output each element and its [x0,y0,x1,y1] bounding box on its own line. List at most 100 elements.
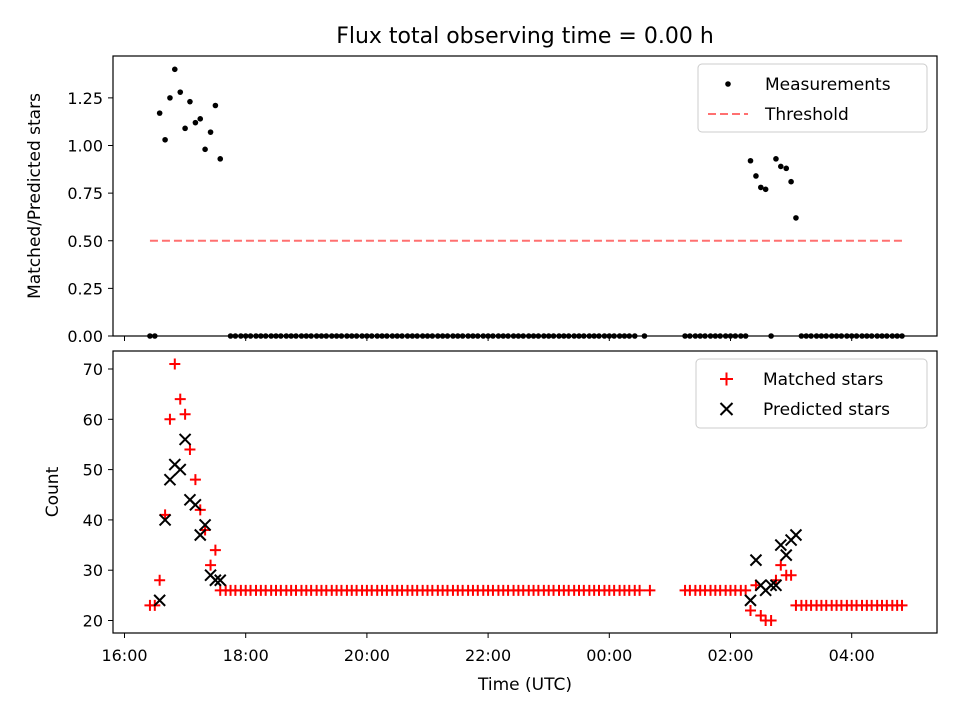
legend-marker-matched [720,372,733,386]
predicted-star-point [780,548,793,562]
measurement-point [217,156,224,162]
measurement-point [192,119,199,126]
predicted-star-point [749,553,763,567]
bottom-x-axis-label: Time (UTC) [477,675,572,695]
matched-star-point [740,584,752,596]
matched-star-point [744,604,756,616]
predicted-star-point [198,518,212,532]
bottom-y-tick-label: 40 [83,511,103,530]
measurement-point [207,129,214,135]
predicted-star-point [789,528,803,542]
predicted-star-point [178,433,192,446]
matched-star-point [634,584,646,596]
matched-star-point [209,544,221,556]
matched-star-point [755,609,767,621]
matched-star-point [164,413,176,425]
measurement-point [777,163,784,170]
measurement-point [758,184,764,191]
top-y-tick-label: 0.75 [67,184,103,203]
top-y-ticks: 0.00 0.25 0.50 0.75 1.00 1.25 [67,89,113,346]
top-axes-frame [112,55,938,337]
bottom-y-tick-label: 70 [83,360,103,379]
predicted-star-point [209,574,222,587]
bottom-x-tick-label: 16:00 [101,646,147,665]
matched-star-point [154,574,166,586]
measurement-point [753,173,759,179]
top-y-tick-label: 0.00 [67,327,103,346]
bottom-x-tick-label: 02:00 [707,646,753,665]
bottom-y-tick-label: 50 [83,461,103,480]
top-y-tick-label: 1.00 [67,137,103,156]
top-y-tick-label: 0.50 [67,232,103,251]
matched-star-point [184,443,196,455]
measurement-point [212,102,219,109]
top-y-tick-label: 1.25 [67,89,103,108]
bottom-x-ticks: 16:00 18:00 20:00 22:00 00:00 02:00 04:00 [101,633,875,665]
top-x-ticks [124,336,853,341]
matched-star-point [179,408,191,420]
measurement-point [793,215,799,221]
legend-marker-measurements [725,81,731,87]
legend-marker-predicted [719,402,734,416]
top-legend-box [697,63,928,133]
bottom-y-tick-label: 30 [83,561,103,580]
bottom-y-axis-label: Count [43,466,63,517]
top-panel: 0.00 0.25 0.50 0.75 1.00 1.25 Matched/Predict… [25,55,938,346]
measurement-point [171,66,178,73]
measurement-point [762,186,769,193]
measurement-point [783,165,790,172]
measurement-point [788,178,794,185]
bottom-axes-frame [112,350,938,634]
chart-title: Flux total observing time = 0.00 h [336,24,714,49]
top-y-tick-label: 0.25 [67,279,103,298]
predicted-star-point [744,594,757,607]
top-y-axis-label: Matched/Predicted stars [25,93,45,299]
matched-star-point [189,474,201,486]
measurement-point [162,136,168,143]
bottom-panel: 20 30 40 50 60 70 16:00 18:00 20:00 22:00 00:00 02… [43,350,938,695]
bottom-y-tick-label: 20 [83,612,103,631]
measurement-point [182,125,188,132]
bottom-y-tick-label: 60 [83,410,103,429]
predicted-star-point [174,463,187,476]
legend-label-predicted: Predicted stars [763,400,890,420]
legend-label-threshold: Threshold [764,105,849,125]
measurement-point [197,116,204,122]
bottom-x-tick-label: 18:00 [223,646,269,665]
matched-star-point [785,569,797,581]
measurement-point [773,156,779,162]
matched-star-point [174,393,186,405]
bottom-x-tick-label: 00:00 [586,646,632,665]
predicted-star-point [214,574,227,587]
predicted-star-point [194,528,207,542]
bottom-legend-box [695,358,928,429]
matched-star-point [169,358,181,370]
predicted-star-point [774,538,788,552]
bottom-legend: Matched stars Predicted stars [695,358,928,429]
measurement-point [177,89,184,95]
predicted-star-point [189,498,202,512]
matched-star-point [896,599,908,611]
legend-label-matched: Matched stars [763,370,883,390]
matched-star-point [775,559,787,571]
bottom-x-tick-label: 04:00 [829,646,875,665]
measurement-point [202,146,208,153]
legend-label-measurements: Measurements [765,75,891,95]
bottom-y-ticks: 20 30 40 50 60 70 [83,360,113,631]
bottom-x-tick-label: 20:00 [344,646,390,665]
predicted-star-point [163,473,177,486]
measurement-point [156,110,163,116]
matched-star-point [765,615,777,626]
predicted-star-point [153,594,166,607]
measurement-point [187,98,193,105]
matched-star-point [205,559,217,571]
predicted-star-point [769,579,783,592]
measurement-point [167,95,173,101]
bottom-x-tick-label: 22:00 [465,646,511,665]
predicted-star-point [158,513,172,527]
bottom-plot-area [144,358,908,626]
top-legend: Measurements Threshold [697,63,928,133]
matched-star-point [644,584,656,596]
measurement-point [747,157,754,164]
